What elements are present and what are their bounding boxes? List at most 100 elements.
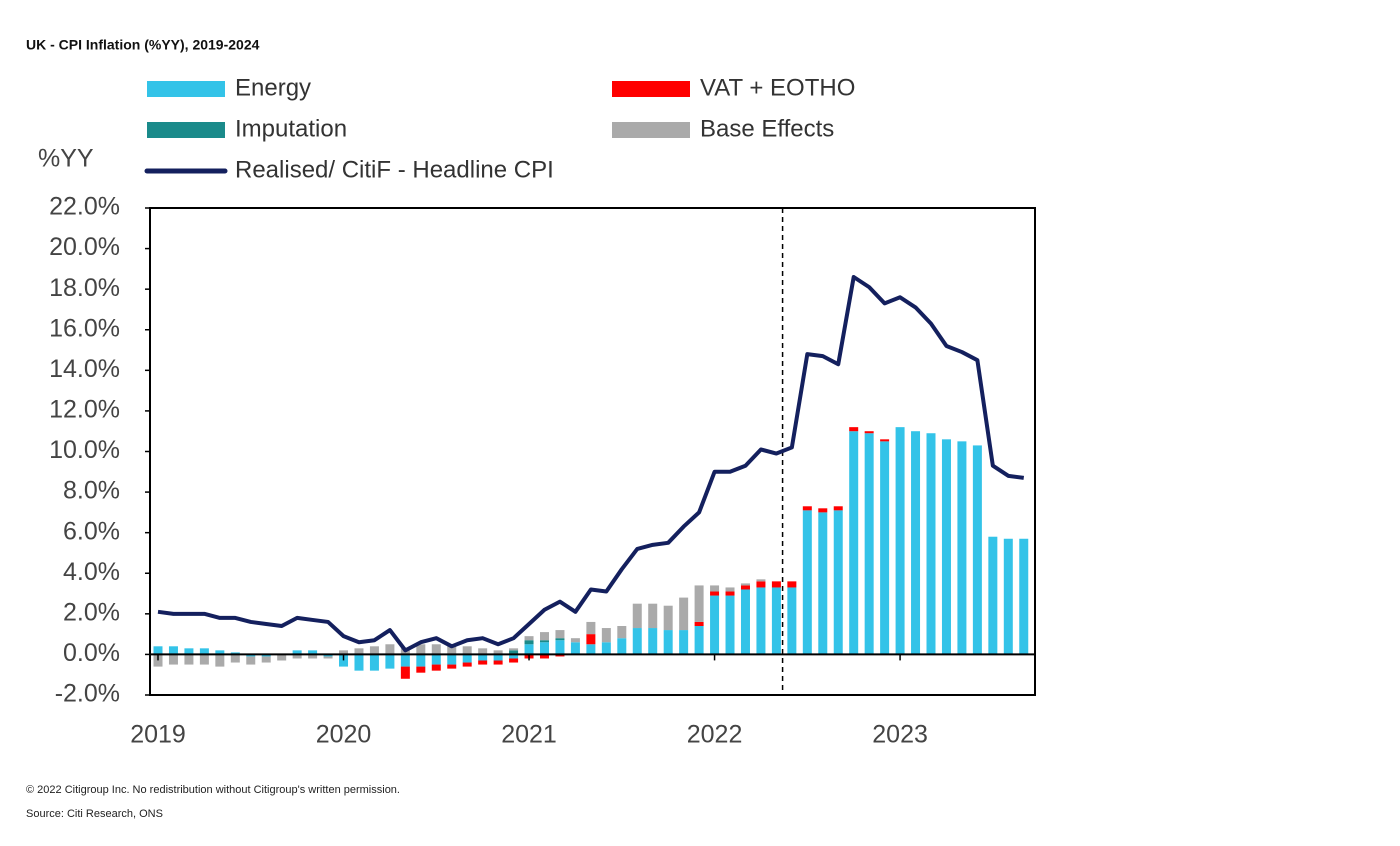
legend-swatch — [612, 81, 690, 97]
bar-segment — [168, 654, 178, 665]
bar-segment — [710, 595, 720, 655]
bar-segment — [199, 648, 209, 655]
bar-segment — [416, 654, 426, 667]
bar-segment — [215, 650, 225, 655]
bar-segment — [771, 587, 781, 655]
bar-segment — [416, 644, 426, 655]
bar-segment — [555, 640, 565, 655]
chart-title: UK - CPI Inflation (%YY), 2019-2024 — [26, 37, 260, 53]
bar-segment — [756, 587, 766, 655]
bar-segment — [617, 626, 627, 639]
y-axis-label: %YY — [38, 145, 94, 173]
bar-segment — [787, 587, 797, 655]
legend-swatch — [147, 81, 225, 97]
bar-segment — [880, 439, 890, 442]
bar-segment — [586, 644, 596, 655]
bar-segment — [292, 650, 302, 655]
y-tick-label: 16.0% — [49, 314, 120, 342]
bar-segment — [184, 654, 194, 665]
bar-segment — [385, 644, 395, 655]
bar-segment — [555, 654, 565, 657]
legend-label: VAT + EOTHO — [700, 74, 855, 101]
bar-segment — [849, 427, 859, 432]
legend-label: Base Effects — [700, 115, 834, 142]
legend-label: Realised/ CitiF - Headline CPI — [235, 156, 554, 183]
bar-segment — [354, 648, 364, 655]
x-tick-label: 2022 — [687, 721, 743, 749]
y-tick-label: 4.0% — [63, 558, 120, 586]
bar-segment — [787, 581, 797, 588]
bar-segment — [802, 510, 812, 655]
bar-segment — [694, 626, 704, 655]
y-tick-label: -2.0% — [55, 680, 120, 708]
bar-segment — [818, 508, 828, 513]
bar-segment — [199, 654, 209, 665]
bar-segment — [215, 654, 225, 667]
bar-segment — [261, 656, 271, 663]
bar-segment — [601, 628, 611, 643]
bar-segment — [617, 638, 627, 655]
bar-segment — [710, 591, 720, 596]
bar-segment — [308, 650, 318, 655]
bar-segment — [663, 605, 673, 631]
bar-segment — [509, 648, 519, 651]
bar-segment — [400, 666, 410, 679]
cpi-line — [157, 274, 1025, 653]
y-tick-label: 22.0% — [49, 193, 120, 221]
bar-segment — [972, 445, 982, 655]
bar-segment — [246, 656, 256, 665]
bar-segment — [509, 658, 519, 663]
bar-segment — [957, 441, 967, 655]
y-tick-label: 0.0% — [63, 639, 120, 667]
bar-segment — [277, 654, 287, 661]
bar-segment — [648, 628, 658, 655]
bar-segment — [354, 654, 364, 671]
bar-segment — [771, 581, 781, 588]
bar-segment — [740, 583, 750, 586]
bar-segment — [493, 660, 503, 665]
bar-segment — [447, 644, 457, 655]
bar-segment — [246, 654, 256, 657]
bar-segment — [462, 662, 472, 667]
bar-segment — [416, 666, 426, 673]
bar-segment — [478, 654, 488, 661]
bar-segment — [308, 654, 318, 659]
bar-segment — [570, 642, 580, 655]
x-tick-label: 2019 — [130, 721, 186, 749]
bar-segment — [632, 603, 642, 629]
y-tick-label: 18.0% — [49, 274, 120, 302]
bar-segment — [710, 585, 720, 592]
bar-segment — [431, 654, 441, 665]
bar-segment — [833, 510, 843, 655]
bar-segment — [864, 433, 874, 655]
bar-segment — [540, 640, 549, 643]
y-tick-label: 2.0% — [63, 598, 120, 626]
bar-segment — [725, 587, 735, 592]
y-tick-label: 20.0% — [49, 233, 120, 261]
bar-segment — [431, 644, 441, 655]
x-tick-label: 2020 — [316, 721, 372, 749]
bar-segment — [323, 656, 333, 659]
bar-segment — [509, 654, 519, 659]
bar-segment — [740, 589, 750, 655]
bar-segment — [478, 660, 488, 665]
bar-segment — [400, 654, 410, 667]
bar-segment — [339, 650, 349, 655]
bar-segment — [756, 579, 766, 582]
bar-segment — [1003, 538, 1013, 655]
bar-segment — [524, 644, 534, 655]
bar-segment — [663, 630, 673, 655]
bar-segment — [540, 642, 549, 655]
bar-segment — [230, 654, 240, 663]
y-tick-label: 6.0% — [63, 517, 120, 545]
source: Source: Citi Research, ONS — [26, 808, 163, 820]
bar-segment — [555, 638, 565, 641]
bar-segment — [740, 585, 750, 590]
legend-swatch — [612, 122, 690, 138]
bar-segment — [725, 591, 735, 596]
bar-segment — [168, 646, 178, 655]
bar-segment — [818, 512, 828, 655]
legend-label: Imputation — [235, 115, 347, 142]
bar-segment — [431, 664, 441, 671]
